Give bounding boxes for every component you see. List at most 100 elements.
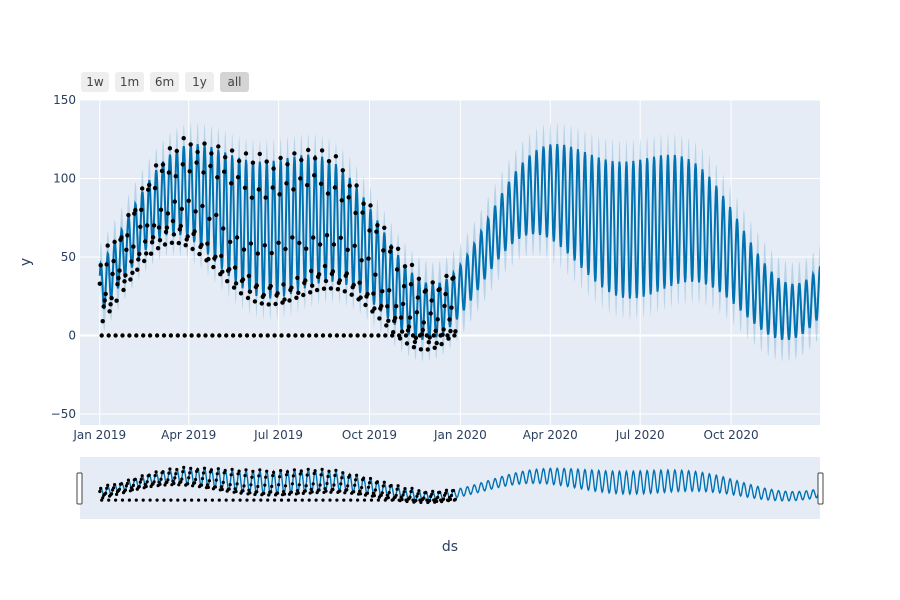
- range-button-6m[interactable]: 6m: [150, 72, 179, 92]
- actual-point: [429, 298, 434, 303]
- actual-point: [220, 269, 225, 274]
- actual-point: [369, 333, 374, 338]
- rangeslider-point: [234, 489, 238, 494]
- rangeslider-point: [248, 491, 252, 495]
- rangeslider-point: [267, 493, 271, 497]
- actual-point: [337, 278, 342, 283]
- rangeslider-handle-left[interactable]: [76, 472, 83, 505]
- actual-point: [175, 333, 180, 338]
- rangeslider-point: [444, 491, 448, 495]
- rangeslider-point: [448, 497, 453, 501]
- actual-point: [313, 333, 319, 338]
- range-button-1w[interactable]: 1w: [81, 72, 109, 92]
- actual-point: [430, 280, 435, 285]
- rangeslider-point: [189, 466, 193, 470]
- rangeslider-point: [435, 499, 439, 503]
- rangeslider-point: [179, 480, 183, 484]
- rangeslider-point: [414, 498, 418, 503]
- actual-point: [387, 288, 392, 293]
- actual-point: [293, 333, 298, 338]
- actual-point: [381, 248, 386, 253]
- actual-point: [355, 333, 360, 338]
- actual-point: [316, 272, 322, 277]
- rangeslider-point: [314, 498, 318, 502]
- rangeslider-point: [352, 490, 356, 494]
- actual-point: [211, 264, 216, 270]
- rangeslider-point: [219, 485, 223, 489]
- actual-point: [240, 277, 246, 282]
- rangeslider-point: [424, 491, 428, 495]
- rangeslider-point: [182, 465, 186, 469]
- rangeslider-point: [329, 490, 333, 494]
- actual-point: [324, 233, 330, 238]
- actual-point: [153, 163, 159, 168]
- rangeslider-point: [325, 481, 329, 486]
- rangeslider-point: [365, 491, 370, 495]
- actual-point: [116, 275, 121, 281]
- actual-point: [265, 333, 270, 338]
- actual-point: [259, 301, 264, 306]
- actual-point: [428, 311, 433, 316]
- actual-point: [162, 242, 168, 247]
- actual-point: [442, 303, 447, 309]
- rangeslider-point: [356, 498, 360, 502]
- range-button-1m[interactable]: 1m: [115, 72, 144, 92]
- rangeslider-point: [238, 498, 242, 502]
- rangeslider-point: [166, 478, 170, 482]
- rangeslider-point: [380, 491, 384, 495]
- rangeslider-point: [175, 467, 179, 472]
- actual-point: [349, 292, 354, 297]
- rangeslider-point: [193, 481, 197, 485]
- y-tick-label: −50: [51, 407, 76, 421]
- rangeslider-point: [284, 473, 289, 477]
- actual-point: [200, 203, 205, 209]
- rangeslider-point: [203, 498, 208, 502]
- rangeslider-point: [324, 489, 328, 493]
- actual-point: [236, 158, 242, 164]
- rangeslider-point: [98, 489, 102, 494]
- rangeslider-point: [291, 474, 295, 478]
- actual-point: [185, 234, 190, 239]
- rangeslider-point: [241, 489, 245, 493]
- actual-point: [235, 175, 241, 180]
- rangeslider-point: [105, 486, 109, 490]
- actual-point: [159, 168, 165, 174]
- actual-point: [135, 267, 140, 272]
- y-tick-label: 100: [53, 172, 76, 186]
- rangeslider-point: [358, 489, 362, 493]
- rangeslider-point: [360, 486, 364, 490]
- actual-point: [248, 241, 254, 246]
- rangeslider-point: [173, 476, 177, 480]
- actual-point: [342, 289, 347, 294]
- rangeslider-point: [159, 477, 163, 481]
- actual-point: [172, 199, 177, 204]
- actual-point: [361, 201, 366, 206]
- range-button-all[interactable]: all: [220, 72, 249, 92]
- actual-point: [418, 347, 424, 352]
- actual-point: [187, 169, 192, 174]
- rangeslider-point: [227, 487, 231, 491]
- actual-point: [245, 295, 251, 301]
- rangeslider-point: [367, 481, 372, 485]
- actual-point: [231, 285, 237, 290]
- actual-point: [312, 156, 318, 161]
- actual-point: [420, 327, 425, 333]
- actual-point: [201, 170, 206, 175]
- rangeslider-point: [258, 468, 262, 472]
- range-button-1y[interactable]: 1y: [185, 72, 214, 92]
- rangeslider-point: [366, 485, 371, 489]
- rangeslider-point: [319, 473, 323, 477]
- rangeslider-point: [286, 498, 291, 502]
- actual-point: [120, 333, 125, 338]
- rangeslider-handle-right[interactable]: [817, 472, 824, 505]
- actual-point: [147, 333, 153, 338]
- actual-point: [277, 192, 282, 197]
- actual-point: [219, 253, 224, 259]
- actual-point: [425, 347, 430, 352]
- rangeslider-point: [359, 492, 363, 496]
- rangeslider-point: [430, 492, 434, 496]
- actual-point: [371, 291, 376, 296]
- actual-point: [448, 328, 453, 334]
- actual-point: [335, 287, 341, 292]
